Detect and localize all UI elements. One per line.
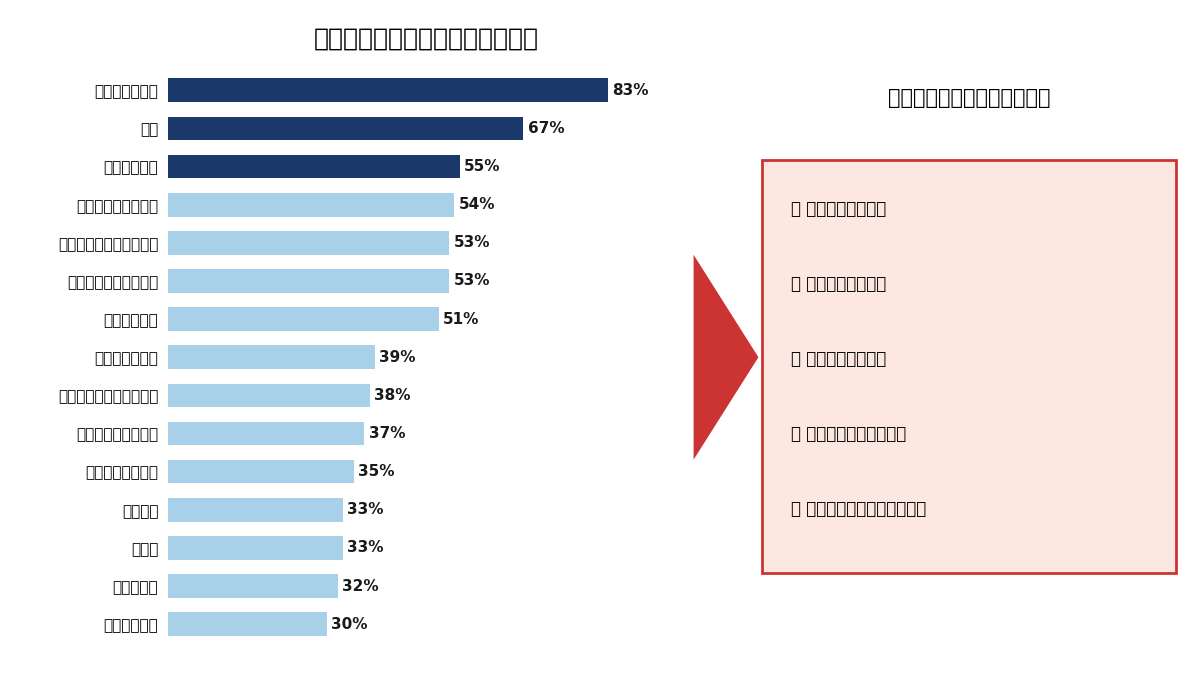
Bar: [168, 193, 455, 216]
Bar: [168, 498, 343, 522]
Text: 企業研究を行う上で知りたい情報: 企業研究を行う上で知りたい情報: [313, 27, 539, 51]
Text: 自社サイトで発信すべき情報: 自社サイトで発信すべき情報: [888, 88, 1050, 108]
Text: ・ 社員インタビュー: ・ 社員インタビュー: [791, 275, 887, 293]
Text: ・ 社員同士の座談会: ・ 社員同士の座談会: [791, 350, 887, 368]
Text: 55%: 55%: [464, 159, 500, 174]
Bar: [168, 117, 523, 140]
Bar: [168, 613, 328, 636]
Text: 53%: 53%: [454, 274, 490, 288]
Bar: [168, 460, 354, 483]
Text: 35%: 35%: [358, 464, 395, 479]
Text: 30%: 30%: [331, 617, 368, 632]
Text: 54%: 54%: [458, 197, 496, 212]
Text: ・ 求めるスキルや特性　など: ・ 求めるスキルや特性 など: [791, 500, 926, 518]
Polygon shape: [694, 255, 758, 460]
Bar: [168, 384, 370, 407]
FancyBboxPatch shape: [762, 160, 1176, 573]
Bar: [168, 231, 449, 255]
Bar: [168, 269, 449, 293]
Bar: [168, 345, 374, 369]
Text: 67%: 67%: [528, 121, 564, 136]
Text: 32%: 32%: [342, 578, 379, 594]
Bar: [168, 307, 438, 331]
Bar: [168, 536, 343, 559]
Text: 37%: 37%: [368, 426, 406, 441]
Text: 83%: 83%: [612, 83, 649, 98]
Text: 53%: 53%: [454, 235, 490, 250]
Text: 33%: 33%: [347, 541, 384, 555]
Text: ・ 具体的な仕事内容: ・ 具体的な仕事内容: [791, 200, 887, 218]
Text: 38%: 38%: [374, 388, 410, 403]
Bar: [168, 574, 337, 598]
Bar: [168, 155, 460, 179]
Bar: [168, 422, 365, 446]
Bar: [168, 78, 608, 102]
Text: ・ オフィス内や仕事風景: ・ オフィス内や仕事風景: [791, 425, 906, 443]
Text: 39%: 39%: [379, 350, 415, 365]
Text: 51%: 51%: [443, 311, 479, 327]
Text: 33%: 33%: [347, 502, 384, 517]
